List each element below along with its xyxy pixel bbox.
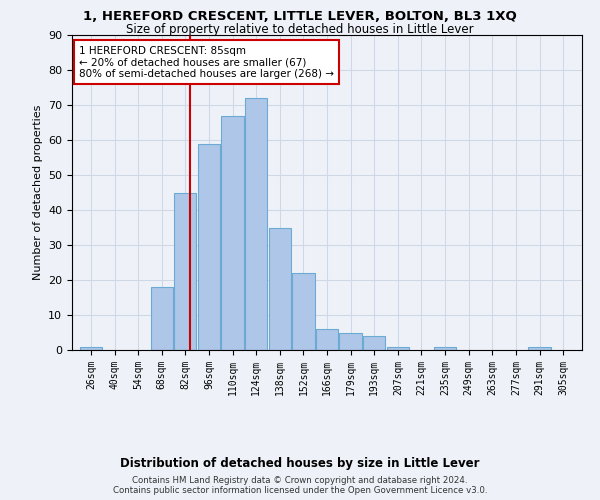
Bar xyxy=(245,98,267,350)
Bar xyxy=(434,346,456,350)
Bar xyxy=(221,116,244,350)
Bar xyxy=(529,346,551,350)
Text: 1 HEREFORD CRESCENT: 85sqm
← 20% of detached houses are smaller (67)
80% of semi: 1 HEREFORD CRESCENT: 85sqm ← 20% of deta… xyxy=(79,46,334,78)
Y-axis label: Number of detached properties: Number of detached properties xyxy=(32,105,43,280)
Bar xyxy=(387,346,409,350)
Bar xyxy=(151,287,173,350)
Text: Distribution of detached houses by size in Little Lever: Distribution of detached houses by size … xyxy=(120,458,480,470)
Bar xyxy=(80,346,102,350)
Bar xyxy=(316,329,338,350)
Bar xyxy=(198,144,220,350)
Bar xyxy=(363,336,385,350)
Text: Contains HM Land Registry data © Crown copyright and database right 2024.
Contai: Contains HM Land Registry data © Crown c… xyxy=(113,476,487,495)
Bar xyxy=(174,192,196,350)
Bar xyxy=(269,228,291,350)
Bar xyxy=(340,332,362,350)
Bar xyxy=(292,273,314,350)
Text: 1, HEREFORD CRESCENT, LITTLE LEVER, BOLTON, BL3 1XQ: 1, HEREFORD CRESCENT, LITTLE LEVER, BOLT… xyxy=(83,10,517,23)
Text: Size of property relative to detached houses in Little Lever: Size of property relative to detached ho… xyxy=(126,22,474,36)
